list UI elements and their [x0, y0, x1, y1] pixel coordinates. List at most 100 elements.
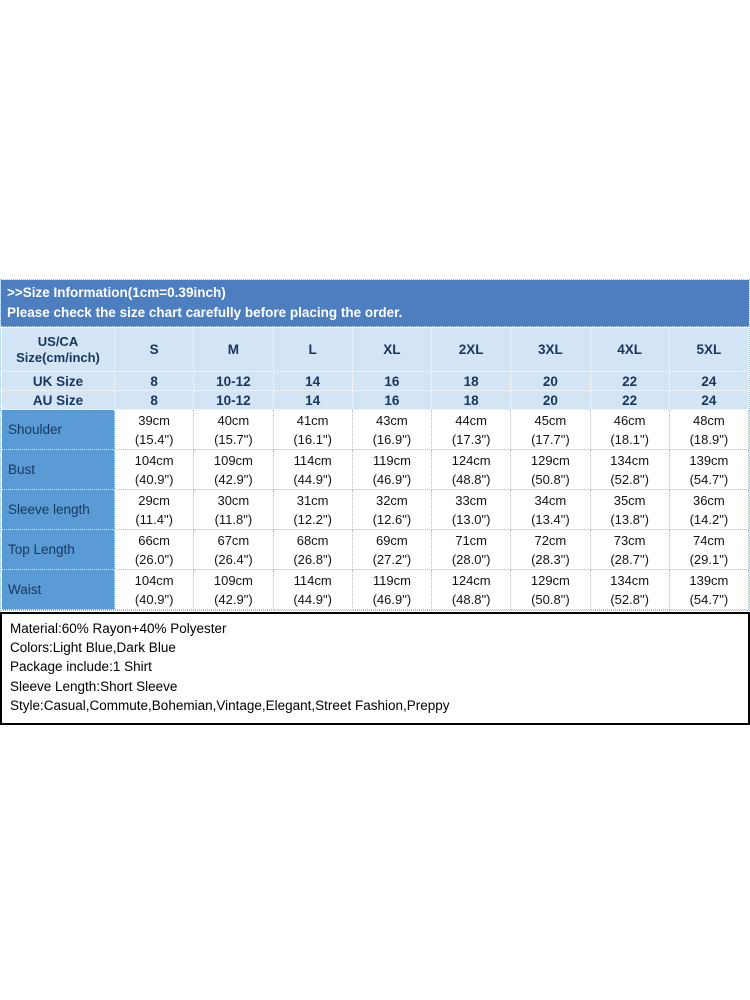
- size-value-cell: 8: [113, 390, 195, 410]
- value-cm: 32cm: [375, 492, 408, 508]
- measurement-value-cell: 109cm (42.9"): [193, 569, 274, 610]
- measurement-value-cell: 72cm (28.3"): [510, 529, 591, 570]
- value-inch: (17.3"): [451, 431, 491, 447]
- corner-line-1: US/CA: [37, 333, 79, 349]
- measurement-value-cell: 134cm (52.8"): [589, 569, 670, 610]
- value-cm: 119cm: [372, 452, 411, 468]
- value-cm: 124cm: [451, 452, 491, 468]
- value-cm: 45cm: [534, 412, 567, 428]
- measurement-value-cell: 29cm (11.4"): [113, 489, 195, 530]
- value-inch: (14.2"): [689, 511, 729, 527]
- size-value-cell: 18: [430, 371, 512, 391]
- value-cm: 67cm: [217, 532, 250, 548]
- banner: >>Size Information(1cm=0.39inch) Please …: [1, 280, 749, 327]
- value-inch: (50.8"): [531, 591, 570, 607]
- measurement-value-cell: 30cm (11.8"): [193, 489, 274, 530]
- value-cm: 134cm: [610, 572, 650, 588]
- value-inch: (42.9"): [214, 591, 253, 607]
- measurement-value-cell: 124cm (48.8"): [430, 449, 512, 490]
- value-cm: 40cm: [217, 412, 250, 428]
- value-inch: (42.9"): [214, 471, 253, 487]
- measurement-value-cell: 119cm (46.9"): [351, 449, 433, 490]
- measurement-value-cell: 41cm (16.1"): [272, 409, 353, 450]
- value-inch: (18.9"): [689, 431, 729, 447]
- value-inch: (13.8"): [610, 511, 649, 527]
- measurement-row: Bust 104cm (40.9") 109cm (42.9") 114cm (44.9")…: [1, 449, 750, 490]
- value-cm: 129cm: [530, 452, 570, 468]
- measurement-value-cell: 71cm (28.0"): [430, 529, 512, 570]
- measurement-value-cell: 114cm (44.9"): [272, 569, 353, 610]
- value-cm: 69cm: [375, 532, 408, 548]
- size-value-cell: 10-12: [193, 390, 274, 410]
- value-cm: 46cm: [613, 412, 646, 428]
- size-value-cell: 16: [351, 371, 433, 391]
- size-column-header: 2XL: [430, 327, 512, 372]
- value-cm: 114cm: [293, 572, 332, 588]
- value-cm: 41cm: [296, 412, 329, 428]
- value-inch: (28.3"): [531, 551, 570, 567]
- value-inch: (54.7"): [689, 591, 729, 607]
- value-cm: 109cm: [213, 572, 253, 588]
- value-inch: (12.2"): [293, 511, 332, 527]
- value-cm: 114cm: [293, 452, 332, 468]
- measurement-label: Bust: [1, 449, 115, 490]
- value-inch: (28.7"): [610, 551, 649, 567]
- product-detail-line: Sleeve Length:Short Sleeve: [10, 678, 178, 694]
- value-inch: (48.8"): [451, 471, 491, 487]
- value-cm: 29cm: [138, 492, 171, 508]
- size-column-header: XL: [351, 327, 433, 372]
- value-cm: 35cm: [613, 492, 646, 508]
- measurement-value-cell: 33cm (13.0"): [430, 489, 512, 530]
- value-inch: (26.0"): [134, 551, 174, 567]
- row-label: UK Size: [1, 371, 115, 391]
- measurement-label: Shoulder: [1, 409, 115, 450]
- measurement-value-cell: 74cm (29.1"): [668, 529, 750, 570]
- value-cm: 104cm: [134, 452, 174, 468]
- measurement-value-cell: 66cm (26.0"): [113, 529, 195, 570]
- size-column-header: 5XL: [668, 327, 750, 372]
- measurement-value-cell: 109cm (42.9"): [193, 449, 274, 490]
- value-inch: (13.4"): [531, 511, 570, 527]
- value-cm: 39cm: [138, 412, 171, 428]
- value-cm: 139cm: [689, 452, 729, 468]
- size-column-header: L: [272, 327, 353, 372]
- value-cm: 71cm: [455, 532, 488, 548]
- measurement-value-cell: 134cm (52.8"): [589, 449, 670, 490]
- measurement-value-cell: 104cm (40.9"): [113, 569, 195, 610]
- value-cm: 66cm: [138, 532, 171, 548]
- measurement-value-cell: 31cm (12.2"): [272, 489, 353, 530]
- value-inch: (15.4"): [134, 431, 174, 447]
- value-inch: (40.9"): [134, 471, 174, 487]
- value-cm: 134cm: [610, 452, 650, 468]
- value-cm: 73cm: [613, 532, 646, 548]
- corner-header-cell: US/CA Size(cm/inch): [1, 327, 115, 372]
- size-value-cell: 10-12: [193, 371, 274, 391]
- size-value-cell: 16: [351, 390, 433, 410]
- measurement-row: Sleeve length 29cm (11.4") 30cm (11.8") 31cm (…: [1, 489, 750, 530]
- value-cm: 72cm: [534, 532, 567, 548]
- value-inch: (16.9"): [372, 431, 412, 447]
- measurement-value-cell: 129cm (50.8"): [510, 449, 591, 490]
- banner-title: >>Size Information(1cm=0.39inch): [7, 285, 226, 300]
- size-chart-sheet: >>Size Information(1cm=0.39inch) Please …: [0, 279, 750, 611]
- size-column-header: S: [113, 327, 195, 372]
- measurement-value-cell: 68cm (26.8"): [272, 529, 353, 570]
- value-inch: (46.9"): [372, 471, 412, 487]
- value-cm: 31cm: [296, 492, 329, 508]
- value-cm: 119cm: [372, 572, 411, 588]
- size-conversion-row: UK Size 8 10-12 14 16 18 20 22 24: [1, 371, 750, 391]
- measurement-value-cell: 35cm (13.8"): [589, 489, 670, 530]
- value-cm: 43cm: [375, 412, 408, 428]
- value-inch: (16.1"): [293, 431, 332, 447]
- table-header-row: US/CA Size(cm/inch) S M L XL 2XL 3XL 4XL 5XL: [1, 327, 750, 372]
- value-inch: (40.9"): [134, 591, 174, 607]
- size-value-cell: 24: [668, 371, 750, 391]
- value-cm: 30cm: [217, 492, 250, 508]
- size-value-cell: 14: [272, 371, 353, 391]
- value-inch: (50.8"): [531, 471, 570, 487]
- value-cm: 104cm: [134, 572, 174, 588]
- measurement-value-cell: 67cm (26.4"): [193, 529, 274, 570]
- measurement-value-cell: 40cm (15.7"): [193, 409, 274, 450]
- size-column-header: 3XL: [510, 327, 591, 372]
- size-value-cell: 20: [510, 371, 591, 391]
